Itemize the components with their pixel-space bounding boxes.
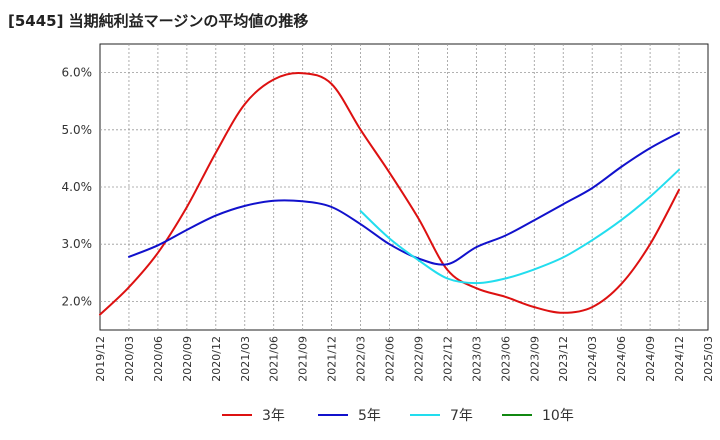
legend-item: 7年 bbox=[410, 402, 473, 428]
series-line-0 bbox=[99, 72, 680, 316]
series-line-2 bbox=[359, 168, 680, 285]
y-tick-label: 3.0% bbox=[62, 237, 93, 251]
legend-item: 5年 bbox=[318, 402, 381, 428]
x-tick-label: 2025/03 bbox=[702, 336, 715, 382]
legend-swatch bbox=[222, 414, 252, 416]
x-tick-label: 2024/06 bbox=[615, 336, 628, 382]
legend-label: 3年 bbox=[262, 408, 285, 424]
x-tick-label: 2024/09 bbox=[644, 336, 657, 382]
x-tick-label: 2020/06 bbox=[152, 336, 165, 382]
x-tick-label: 2023/09 bbox=[528, 336, 541, 382]
x-tick-label: 2019/12 bbox=[94, 336, 107, 382]
x-tick-label: 2022/12 bbox=[441, 336, 454, 382]
x-tick-label: 2020/09 bbox=[181, 336, 194, 382]
y-tick-label: 2.0% bbox=[62, 294, 93, 308]
legend-swatch bbox=[502, 414, 532, 416]
x-tick-label: 2024/03 bbox=[586, 336, 599, 382]
x-tick-label: 2023/06 bbox=[499, 336, 512, 382]
legend-swatch bbox=[318, 414, 348, 416]
chart-title: [5445] 当期純利益マージンの平均値の推移 bbox=[8, 12, 309, 30]
y-tick-label: 4.0% bbox=[62, 180, 93, 194]
x-tick-label: 2021/09 bbox=[297, 336, 310, 382]
x-tick-label: 2024/12 bbox=[673, 336, 686, 382]
legend-swatch bbox=[410, 414, 440, 416]
series-line-1 bbox=[127, 131, 680, 266]
x-tick-label: 2021/03 bbox=[239, 336, 252, 382]
legend-label: 5年 bbox=[358, 408, 381, 424]
x-tick-label: 2020/12 bbox=[210, 336, 223, 382]
legend-label: 10年 bbox=[542, 408, 574, 424]
x-tick-label: 2022/09 bbox=[412, 336, 425, 382]
x-tick-label: 2022/06 bbox=[384, 336, 397, 382]
x-tick-label: 2023/12 bbox=[557, 336, 570, 382]
legend-label: 7年 bbox=[450, 408, 473, 424]
x-tick-label: 2022/03 bbox=[355, 336, 368, 382]
x-tick-label: 2021/06 bbox=[268, 336, 281, 382]
x-tick-label: 2020/03 bbox=[123, 336, 136, 382]
y-tick-label: 6.0% bbox=[62, 66, 93, 80]
y-tick-label: 5.0% bbox=[62, 123, 93, 137]
line-chart: 2019/12 2020/03 2020/06 2020/09 2020/12 2021/… bbox=[62, 43, 715, 382]
chart-legend: 3年 5年 7年 10年 bbox=[0, 402, 720, 428]
legend-item: 3年 bbox=[222, 402, 285, 428]
x-tick-label: 2021/12 bbox=[326, 336, 339, 382]
x-tick-label: 2023/03 bbox=[470, 336, 483, 382]
legend-item: 10年 bbox=[502, 402, 574, 428]
